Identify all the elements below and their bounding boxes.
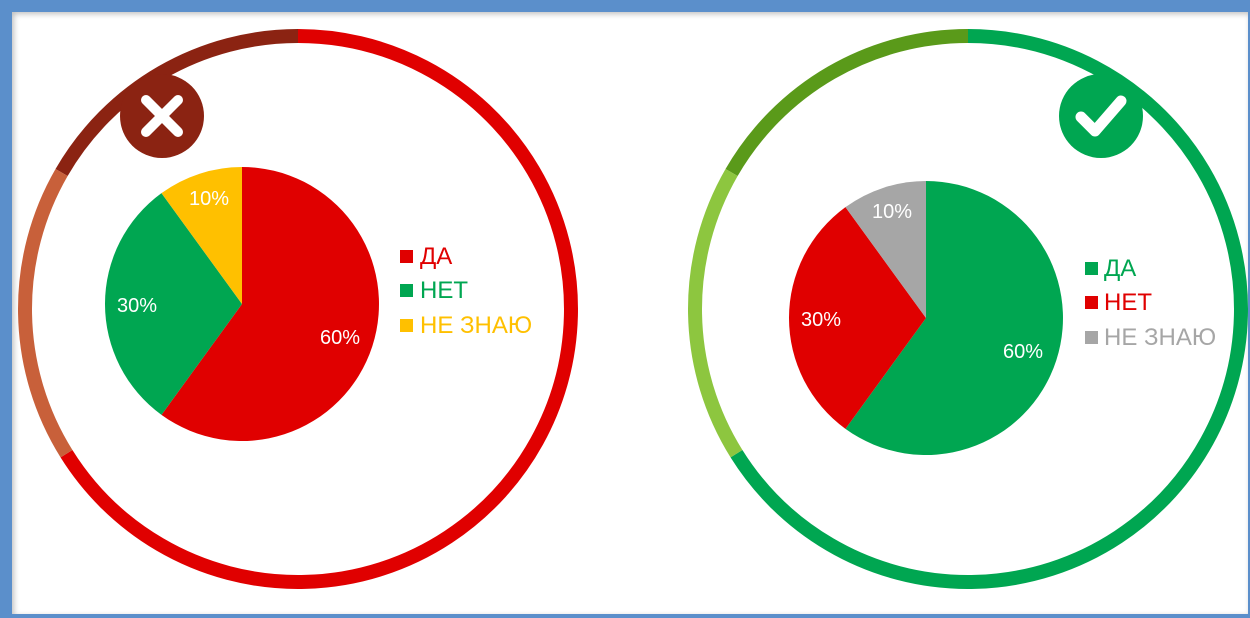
ring-1-main-arc — [60, 29, 578, 589]
cross-badge — [120, 74, 204, 158]
pie-1-slice-2 — [161, 166, 242, 304]
ring-1-light-arc — [18, 169, 73, 458]
ring-1-dark-arc — [55, 29, 299, 177]
pie-1-labels: 60% 30% 10% — [117, 188, 360, 349]
pie-2-slice-2 — [845, 181, 926, 318]
legend-1-label-1: НЕТ — [420, 277, 468, 304]
pie-1-slice-0 — [161, 167, 379, 441]
pie-2-label-2: 10% — [872, 201, 912, 223]
legend-1-label-2: НЕ ЗНАЮ — [420, 312, 532, 339]
pie-1-label-1: 30% — [117, 295, 157, 317]
legend-1-item-2: НЕ ЗНАЮ — [400, 312, 532, 339]
pie-2-labels: 60% 30% 10% — [801, 201, 1043, 363]
pie-2-slice-1 — [788, 207, 926, 429]
ring-1 — [18, 29, 578, 589]
legend-1: ДА НЕТ НЕ ЗНАЮ — [400, 243, 532, 339]
legend-2-swatch-2 — [1085, 331, 1098, 344]
pie-2-slice-0 — [845, 181, 1063, 455]
legend-2: ДА НЕТ НЕ ЗНАЮ — [1085, 255, 1216, 351]
pie-2 — [788, 181, 1063, 455]
legend-2-label-1: НЕТ — [1104, 289, 1152, 316]
chart-panel-1: 60% 30% 10% ДА НЕТ НЕ ЗНАЮ — [18, 29, 578, 589]
legend-2-label-0: ДА — [1104, 255, 1136, 282]
legend-2-item-0: ДА — [1085, 255, 1136, 282]
ring-2-light-arc — [688, 169, 743, 458]
pie-2-label-0: 60% — [1003, 341, 1043, 363]
cross-icon — [141, 95, 183, 137]
legend-1-swatch-1 — [400, 284, 413, 297]
legend-1-swatch-2 — [400, 319, 413, 332]
legend-2-item-1: НЕТ — [1085, 289, 1152, 316]
pie-1-label-0: 60% — [320, 327, 360, 349]
legend-2-label-2: НЕ ЗНАЮ — [1104, 324, 1216, 351]
ring-2-dark-arc — [725, 29, 969, 177]
pie-2-label-1: 30% — [801, 309, 841, 331]
pie-1-slice-1 — [104, 193, 242, 415]
chart-panel-2: 60% 30% 10% ДА НЕТ НЕ ЗНАЮ — [688, 29, 1248, 589]
legend-2-swatch-0 — [1085, 262, 1098, 275]
legend-2-swatch-1 — [1085, 296, 1098, 309]
legend-1-item-0: ДА — [400, 243, 452, 270]
check-icon — [1075, 95, 1127, 137]
check-badge — [1059, 74, 1143, 158]
legend-1-label-0: ДА — [420, 243, 452, 270]
legend-2-item-2: НЕ ЗНАЮ — [1085, 324, 1216, 351]
legend-1-item-1: НЕТ — [400, 277, 468, 304]
legend-1-swatch-0 — [400, 250, 413, 263]
pie-1-label-2: 10% — [189, 188, 229, 210]
pie-1 — [104, 166, 379, 441]
